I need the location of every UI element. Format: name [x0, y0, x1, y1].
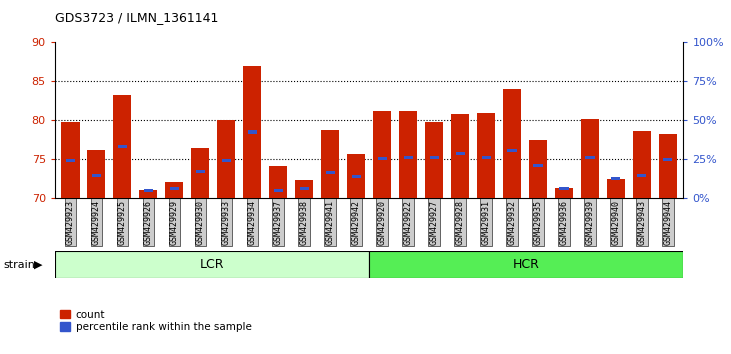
Bar [170, 187, 179, 190]
Bar [659, 135, 677, 198]
Text: ▶: ▶ [34, 259, 43, 270]
Bar [118, 144, 127, 148]
Bar [192, 148, 209, 198]
Bar [455, 152, 465, 155]
Bar [581, 119, 599, 198]
Bar [295, 179, 314, 198]
Bar [369, 251, 683, 278]
Bar [555, 188, 573, 198]
Bar [144, 188, 153, 192]
Bar [243, 66, 262, 198]
Text: GDS3723 / ILMN_1361141: GDS3723 / ILMN_1361141 [55, 11, 218, 24]
Bar [425, 122, 443, 198]
Bar [321, 130, 339, 198]
Bar [503, 89, 521, 198]
Bar [87, 150, 105, 198]
Bar [607, 179, 625, 198]
Bar [269, 166, 287, 198]
Bar [482, 156, 491, 159]
Text: HCR: HCR [513, 258, 539, 271]
Bar [451, 114, 469, 198]
Bar [507, 149, 517, 152]
Bar [534, 164, 542, 167]
Bar [663, 158, 673, 161]
Bar [404, 156, 413, 159]
Bar [221, 159, 231, 162]
Bar [633, 131, 651, 198]
Bar [586, 156, 594, 159]
Text: strain: strain [4, 259, 36, 270]
Bar [139, 190, 157, 198]
Bar [55, 251, 369, 278]
Bar [325, 171, 335, 174]
Bar [61, 122, 80, 198]
Bar [352, 175, 360, 178]
Bar [217, 120, 235, 198]
Bar [273, 188, 283, 192]
Bar [611, 177, 621, 180]
Bar [637, 174, 646, 177]
Bar [92, 174, 101, 177]
Text: LCR: LCR [200, 258, 224, 271]
Bar [300, 187, 308, 190]
Bar [196, 170, 205, 173]
Bar [378, 157, 387, 160]
Bar [399, 111, 417, 198]
Legend: count, percentile rank within the sample: count, percentile rank within the sample [60, 310, 251, 332]
Bar [430, 156, 439, 159]
Bar [248, 131, 257, 133]
Bar [113, 95, 132, 198]
Bar [529, 140, 547, 198]
Bar [477, 113, 495, 198]
Bar [559, 187, 569, 190]
Bar [66, 159, 75, 162]
Bar [373, 111, 391, 198]
Bar [165, 182, 183, 198]
Bar [347, 154, 366, 198]
